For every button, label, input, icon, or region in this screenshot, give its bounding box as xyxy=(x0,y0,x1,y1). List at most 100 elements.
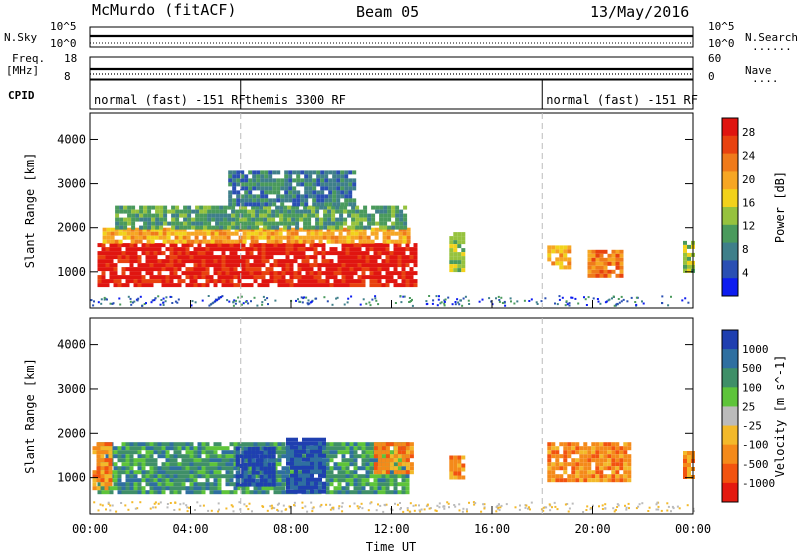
echo-cell xyxy=(193,482,198,487)
echo-cell xyxy=(373,259,378,264)
echo-cell xyxy=(611,257,616,262)
echo-cell xyxy=(324,186,329,191)
echo-cell xyxy=(281,478,286,483)
ground-scatter-cell xyxy=(154,501,157,504)
echo-cell xyxy=(166,227,171,232)
echo-cell xyxy=(153,490,158,495)
echo-cell xyxy=(276,198,281,203)
echo-cell xyxy=(547,257,552,262)
ground-scatter-cell xyxy=(310,300,313,303)
echo-cell xyxy=(149,478,154,483)
echo-cell xyxy=(161,474,166,479)
echo-cell xyxy=(189,466,194,471)
echo-cell xyxy=(322,441,326,446)
echo-cell xyxy=(193,466,198,471)
echo-cell xyxy=(369,462,374,467)
echo-cell xyxy=(611,478,616,483)
echo-cell xyxy=(189,462,194,467)
echo-cell xyxy=(571,446,576,451)
echo-cell xyxy=(397,247,402,252)
echo-cell xyxy=(306,239,311,244)
echo-cell xyxy=(193,263,198,268)
echo-cell xyxy=(381,474,386,479)
echo-cell xyxy=(331,205,336,210)
echo-cell xyxy=(229,474,234,479)
echo-cell xyxy=(373,251,378,256)
echo-cell xyxy=(296,194,301,199)
echo-cell xyxy=(105,251,110,256)
echo-cell xyxy=(234,231,239,236)
noise-search-marker: ...... xyxy=(752,40,792,53)
echo-cell xyxy=(259,478,264,483)
noise-left-tick-top: 10^5 xyxy=(50,20,77,33)
echo-cell xyxy=(297,247,302,252)
echo-cell xyxy=(161,243,166,248)
echo-cell xyxy=(293,271,298,276)
echo-cell xyxy=(385,490,390,495)
echo-cell xyxy=(108,454,113,459)
echo-cell xyxy=(328,198,333,203)
echo-cell xyxy=(245,442,250,447)
echo-cell xyxy=(195,221,200,226)
echo-cell xyxy=(300,170,305,175)
echo-cell xyxy=(277,486,282,491)
ground-scatter-cell xyxy=(483,503,486,506)
echo-cell xyxy=(267,466,272,471)
echo-cell xyxy=(237,247,242,252)
echo-cell xyxy=(302,235,307,240)
ground-scatter-cell xyxy=(657,505,660,508)
echo-cell xyxy=(228,194,233,199)
echo-cell xyxy=(245,267,250,272)
echo-cell xyxy=(141,247,146,252)
echo-cell xyxy=(377,442,382,447)
echo-cell xyxy=(165,478,170,483)
echo-cell xyxy=(121,462,126,467)
ground-scatter-cell xyxy=(212,301,215,304)
echo-cell xyxy=(365,462,370,467)
echo-cell xyxy=(352,186,357,191)
echo-cell xyxy=(302,465,306,470)
echo-cell xyxy=(381,247,386,252)
echo-cell xyxy=(163,213,168,218)
echo-cell xyxy=(362,227,367,232)
echo-cell xyxy=(332,170,337,175)
echo-cell xyxy=(329,247,334,252)
echo-cell xyxy=(245,247,250,252)
echo-cell xyxy=(310,239,315,244)
echo-cell xyxy=(108,462,113,467)
echo-cell xyxy=(329,259,334,264)
echo-cell xyxy=(295,221,300,226)
ground-scatter-cell xyxy=(178,508,181,511)
ground-scatter-cell xyxy=(406,509,409,512)
echo-cell xyxy=(129,450,134,455)
echo-cell xyxy=(248,194,253,199)
echo-cell xyxy=(134,235,139,240)
ground-scatter-cell xyxy=(462,297,465,300)
echo-cell xyxy=(153,474,158,479)
echo-cell xyxy=(225,490,230,495)
echo-cell xyxy=(228,174,233,179)
echo-cell xyxy=(377,263,382,268)
echo-cell xyxy=(129,259,134,264)
echo-cell xyxy=(165,470,170,475)
echo-cell xyxy=(405,442,410,447)
echo-cell xyxy=(359,217,364,222)
noise-search-label: N.Search xyxy=(745,31,798,44)
echo-cell xyxy=(302,457,306,462)
echo-cell xyxy=(277,243,282,248)
echo-cell xyxy=(189,490,194,495)
echo-cell xyxy=(133,478,138,483)
echo-cell xyxy=(345,446,350,451)
echo-cell xyxy=(302,473,306,478)
echo-cell xyxy=(332,194,337,199)
echo-cell xyxy=(149,279,154,284)
ground-scatter-cell xyxy=(461,510,464,513)
echo-cell xyxy=(130,231,135,236)
echo-cell xyxy=(121,490,126,495)
echo-cell xyxy=(263,225,268,230)
echo-cell xyxy=(619,249,624,254)
echo-cell xyxy=(275,221,280,226)
echo-cell xyxy=(449,471,454,476)
ground-scatter-cell xyxy=(111,504,114,507)
echo-cell xyxy=(575,458,580,463)
